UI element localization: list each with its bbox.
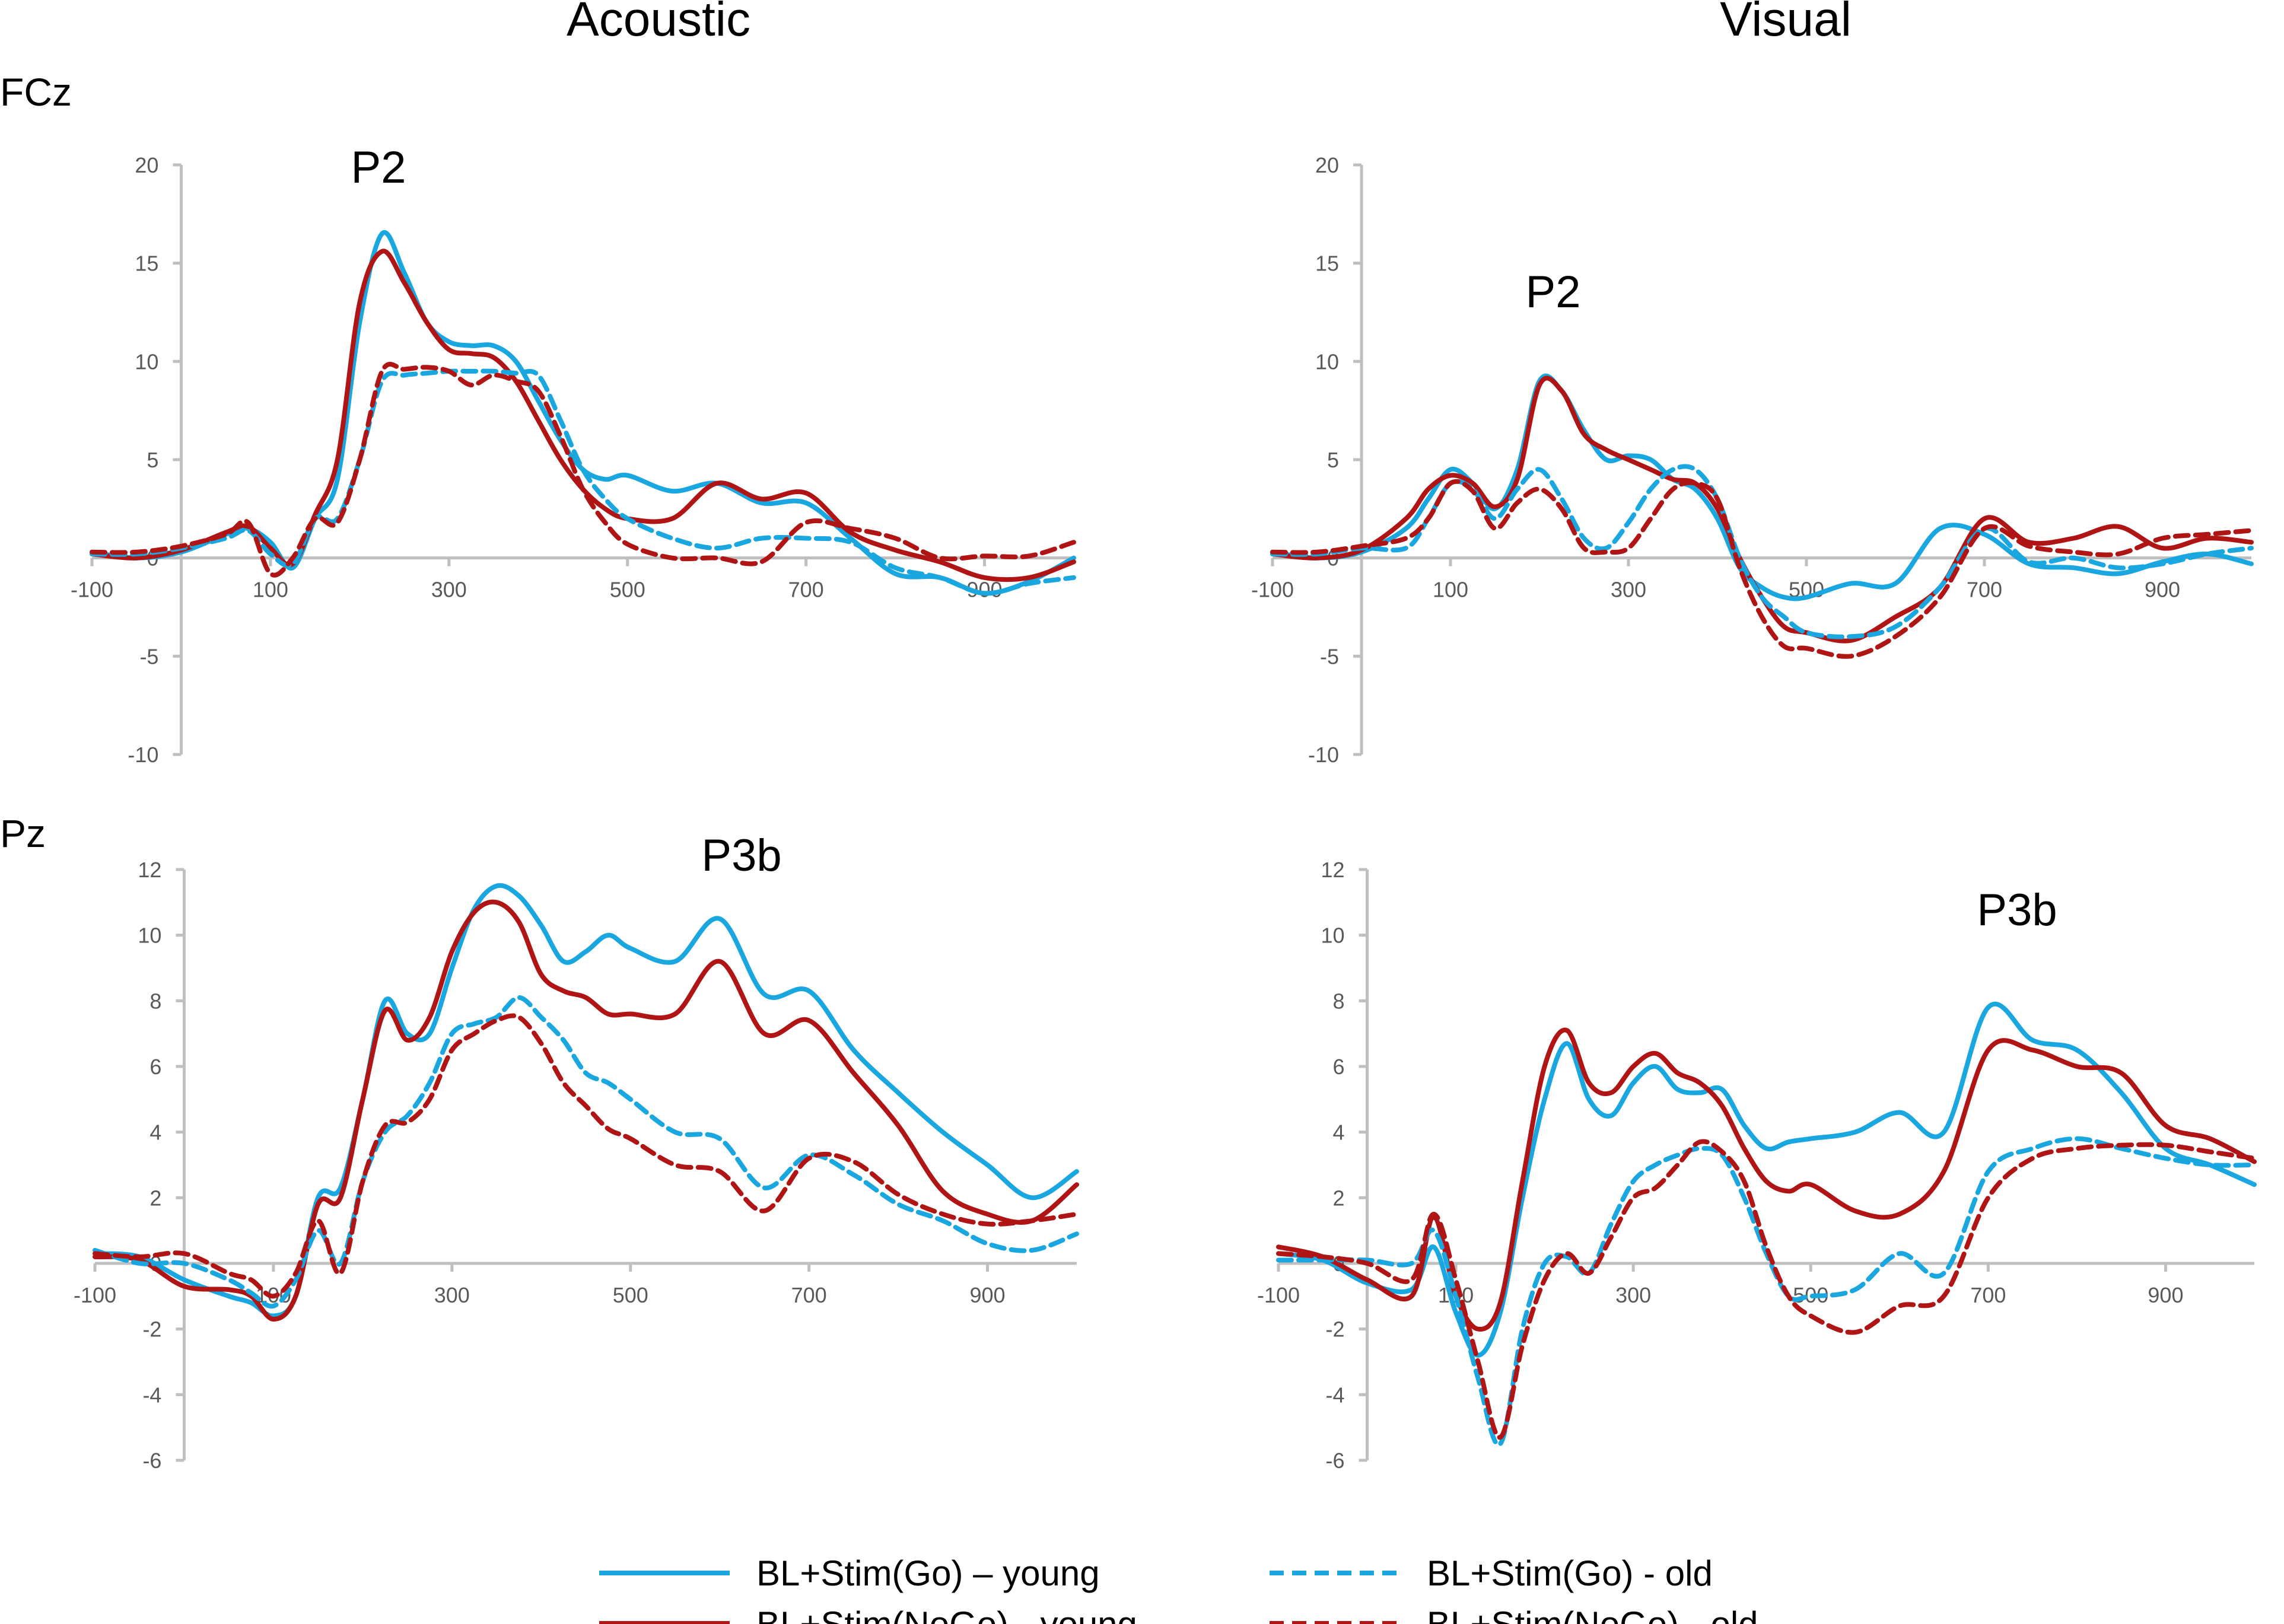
peak-annotation: P3b: [701, 830, 781, 881]
y-tick-label: 8: [149, 989, 161, 1013]
x-tick-label: 900: [2148, 1283, 2183, 1307]
series-line-bl-stim-nogo-old: [1276, 1139, 2257, 1440]
x-tick-label: 300: [1611, 578, 1646, 602]
y-tick-label: 5: [147, 448, 158, 472]
x-tick-label: 900: [970, 1283, 1006, 1307]
y-tick-label: 15: [1315, 251, 1339, 276]
peak-annotation: P2: [351, 142, 406, 193]
legend-label-go-old: BL+Stim(Go) - old: [1427, 1553, 1713, 1593]
peak-annotation: P2: [1526, 267, 1581, 317]
x-tick-label: 300: [1615, 1283, 1651, 1307]
x-tick-label: 700: [788, 578, 824, 602]
y-tick-label: 20: [135, 153, 158, 177]
y-tick-label: 2: [1333, 1186, 1345, 1210]
row-title-fcz: FCz: [0, 70, 72, 114]
series-line-bl-stim-go-old: [90, 368, 1076, 596]
y-tick-label: 4: [1333, 1120, 1345, 1145]
series-line-bl-stim-go-old: [1276, 1136, 2257, 1447]
x-tick-label: 100: [253, 578, 288, 602]
x-tick-label: 300: [431, 578, 467, 602]
series-line-bl-stim-nogo-old: [93, 1013, 1079, 1299]
y-tick-label: -6: [142, 1448, 161, 1473]
y-tick-label: 4: [149, 1120, 161, 1145]
y-tick-label: 5: [1327, 448, 1339, 472]
y-tick-label: 6: [1333, 1055, 1345, 1079]
legend-label-nogo-old: BL+Stim(NoGo) - old: [1427, 1604, 1758, 1624]
y-tick-label: 10: [135, 349, 158, 374]
y-tick-label: -2: [1326, 1317, 1345, 1342]
series-line-bl-stim-go-young: [1276, 1001, 2257, 1358]
y-tick-label: -10: [1308, 743, 1339, 767]
legend-label-nogo-young: BL+Stim(NoGo) - young: [756, 1604, 1137, 1624]
x-tick-label: 300: [434, 1283, 470, 1307]
y-tick-label: -5: [1320, 644, 1339, 668]
x-tick-label: 700: [1970, 1283, 2006, 1307]
row-title-pz: Pz: [0, 811, 46, 855]
x-tick-label: 500: [613, 1283, 648, 1307]
series-line-bl-stim-nogo-old: [90, 362, 1076, 578]
x-tick-label: -100: [1257, 1283, 1300, 1307]
x-tick-label: 100: [1433, 578, 1468, 602]
series-line-bl-stim-nogo-young: [1276, 1027, 2257, 1332]
y-tick-label: -6: [1326, 1448, 1345, 1473]
y-tick-label: 10: [1315, 349, 1339, 374]
x-tick-label: -100: [74, 1283, 116, 1307]
y-tick-label: -2: [142, 1317, 161, 1342]
series-line-bl-stim-go-old: [93, 995, 1079, 1309]
y-tick-label: -5: [139, 644, 158, 668]
y-tick-label: 6: [149, 1055, 161, 1079]
column-title-acoustic: Acoustic: [567, 0, 750, 46]
legend-label-go-young: BL+Stim(Go) – young: [756, 1553, 1100, 1593]
column-title-visual: Visual: [1720, 0, 1852, 46]
legend: BL+Stim(Go) – young BL+Stim(NoGo) - youn…: [599, 1553, 1758, 1624]
y-tick-label: 10: [138, 924, 161, 948]
series-line-bl-stim-go-old: [1270, 464, 2254, 639]
series-line-bl-stim-nogo-young: [93, 899, 1079, 1322]
y-tick-label: 2: [149, 1186, 161, 1210]
y-tick-label: -4: [1326, 1383, 1345, 1407]
peak-annotation: P3b: [1977, 885, 2057, 935]
y-tick-label: 8: [1333, 989, 1345, 1013]
y-tick-label: -4: [142, 1383, 161, 1407]
x-tick-label: 900: [2145, 578, 2180, 602]
x-tick-label: -100: [71, 578, 113, 602]
x-tick-label: 700: [791, 1283, 827, 1307]
y-tick-label: 12: [138, 858, 161, 882]
series-line-bl-stim-nogo-old: [1270, 479, 2254, 659]
x-tick-label: -100: [1251, 578, 1294, 602]
y-tick-label: -10: [128, 743, 158, 767]
series-line-bl-stim-go-young: [90, 230, 1076, 596]
series-line-bl-stim-nogo-young: [90, 249, 1076, 582]
x-tick-label: 500: [610, 578, 645, 602]
x-tick-label: 700: [1967, 578, 2002, 602]
series-line-bl-stim-go-young: [93, 883, 1079, 1319]
y-tick-label: 15: [135, 251, 158, 276]
y-tick-label: 12: [1321, 858, 1344, 882]
y-tick-label: 20: [1315, 153, 1339, 177]
y-tick-label: 10: [1321, 924, 1344, 948]
